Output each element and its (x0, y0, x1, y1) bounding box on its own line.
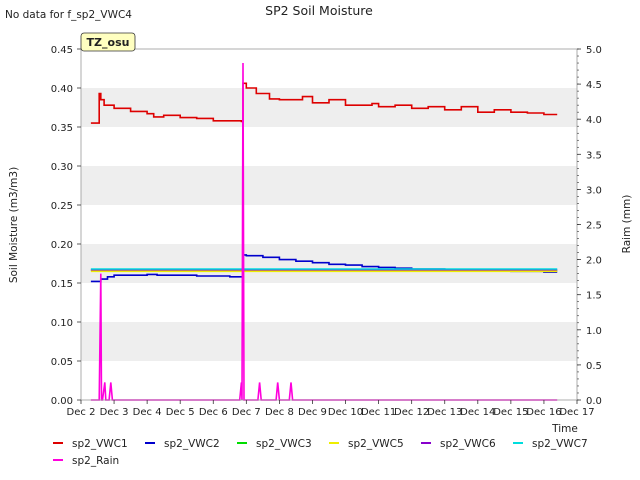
plot-series (90, 62, 558, 401)
legend-item-sp2_Rain: sp2_Rain (53, 455, 119, 467)
y2-tick-label: 5.0 (586, 45, 602, 56)
grid-band (81, 322, 577, 361)
legend-label: sp2_VWC2 (164, 438, 220, 450)
grid-band (81, 166, 577, 205)
x-tick-label: Dec 7 (232, 407, 261, 418)
y2-tick-label: 2.5 (586, 221, 602, 232)
y2-tick-label: 4.0 (586, 115, 602, 126)
site-badge: TZ_osu (80, 32, 136, 52)
legend-item-sp2_VWC6: sp2_VWC6 (421, 438, 496, 450)
x-tick-label: Dec 17 (559, 407, 594, 418)
x-tick-label: Dec 2 (67, 407, 96, 418)
grid-bands (81, 88, 577, 361)
legend-item-sp2_VWC5: sp2_VWC5 (329, 438, 404, 450)
y2-tick-label: 2.0 (586, 256, 602, 267)
y-tick-label: 0.45 (51, 45, 73, 56)
y-tick-label: 0.05 (51, 357, 73, 368)
site-badge-label: TZ_osu (87, 36, 130, 49)
x-axis-ticks: Dec 2 Dec 3 Dec 4 Dec 5 Dec 6 Dec 7 Dec 8 Dec 9… (67, 400, 595, 418)
series-line-sp2_Rain (90, 62, 558, 401)
legend-label: sp2_VWC1 (72, 438, 128, 450)
y-axis-ticks: 0.00 0.05 0.10 0.15 0.20 0.25 0.30 0.35 0.40 0.45 (51, 45, 81, 407)
x-tick-label: Dec 5 (166, 407, 195, 418)
legend-label: sp2_VWC3 (256, 438, 312, 450)
x-tick-label: Dec 9 (298, 407, 327, 418)
no-data-note: No data for f_sp2_VWC4 (5, 9, 132, 21)
y2-tick-label: 3.0 (586, 185, 602, 196)
y2-tick-label: 0.5 (586, 361, 602, 372)
y-tick-label: 0.10 (51, 318, 73, 329)
y-tick-label: 0.15 (51, 279, 73, 290)
y-tick-label: 0.35 (51, 123, 73, 134)
legend: sp2_VWC1 sp2_VWC2 sp2_VWC3 sp2_VWC5 sp2_VWC6… (53, 438, 588, 467)
x-tick-label: Dec 14 (460, 407, 495, 418)
y-tick-label: 0.00 (51, 396, 73, 407)
x-tick-label: Dec 4 (133, 407, 162, 418)
y2-tick-label: 0.0 (586, 396, 602, 407)
x-tick-label: Dec 3 (100, 407, 129, 418)
legend-item-sp2_VWC7: sp2_VWC7 (513, 438, 588, 450)
grid-band (81, 88, 577, 127)
y-tick-label: 0.25 (51, 201, 73, 212)
legend-label: sp2_VWC5 (348, 438, 404, 450)
y2-tick-label: 1.0 (586, 326, 602, 337)
y-axis-label: Soil Moisture (m3/m3) (8, 167, 20, 283)
x-tick-label: Dec 8 (265, 407, 294, 418)
x-tick-label: Dec 6 (199, 407, 228, 418)
legend-label: sp2_VWC6 (440, 438, 496, 450)
y2-tick-label: 3.5 (586, 150, 602, 161)
series-line-sp2_VWC1 (90, 82, 558, 124)
y2-axis-label: Raim (mm) (621, 195, 633, 254)
x-tick-label: Dec 13 (427, 407, 462, 418)
y-tick-label: 0.30 (51, 162, 73, 173)
x-tick-label: Dec 12 (394, 407, 429, 418)
x-axis-label: Time (551, 423, 578, 435)
legend-item-sp2_VWC1: sp2_VWC1 (53, 438, 128, 450)
x-tick-label: Dec 16 (526, 407, 561, 418)
x-tick-label: Dec 15 (493, 407, 528, 418)
y2-tick-label: 1.5 (586, 291, 602, 302)
y2-tick-label: 4.5 (586, 80, 602, 91)
chart-title: SP2 Soil Moisture (265, 3, 373, 18)
y-tick-label: 0.20 (51, 240, 73, 251)
legend-item-sp2_VWC3: sp2_VWC3 (237, 438, 312, 450)
legend-label: sp2_Rain (72, 455, 119, 467)
x-tick-label: Dec 10 (328, 407, 363, 418)
x-tick-label: Dec 11 (361, 407, 396, 418)
legend-label: sp2_VWC7 (532, 438, 588, 450)
y-tick-label: 0.40 (51, 84, 73, 95)
legend-item-sp2_VWC2: sp2_VWC2 (145, 438, 220, 450)
y2-axis-ticks: 0.0 0.5 1.0 1.5 2.0 2.5 3.0 3.5 4.0 4.5 5.0 (577, 45, 602, 407)
